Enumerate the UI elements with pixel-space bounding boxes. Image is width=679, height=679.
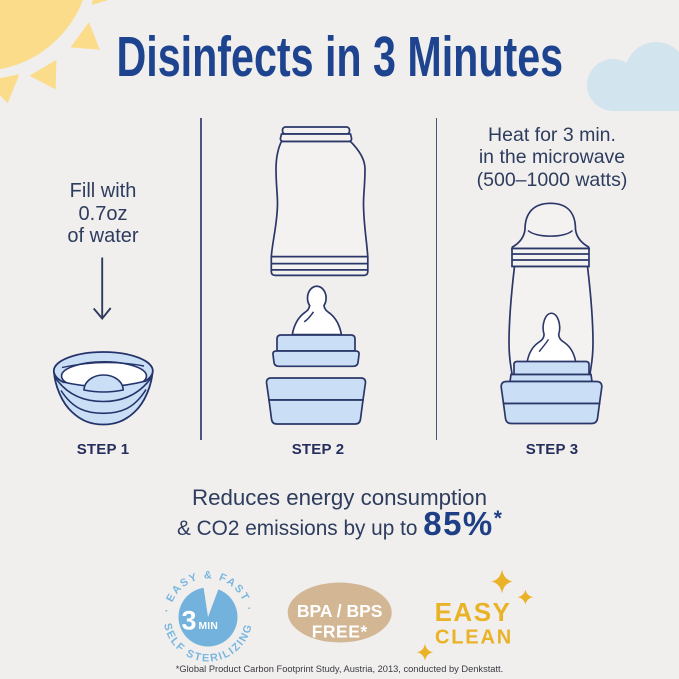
svg-text:FREE*: FREE* [312, 621, 368, 641]
svg-text:EASY: EASY [435, 597, 512, 627]
svg-text:BPA / BPS: BPA / BPS [297, 601, 383, 621]
svg-text:MIN: MIN [199, 621, 218, 632]
svg-text:CLEAN: CLEAN [435, 627, 513, 649]
svg-text:3: 3 [182, 605, 197, 635]
